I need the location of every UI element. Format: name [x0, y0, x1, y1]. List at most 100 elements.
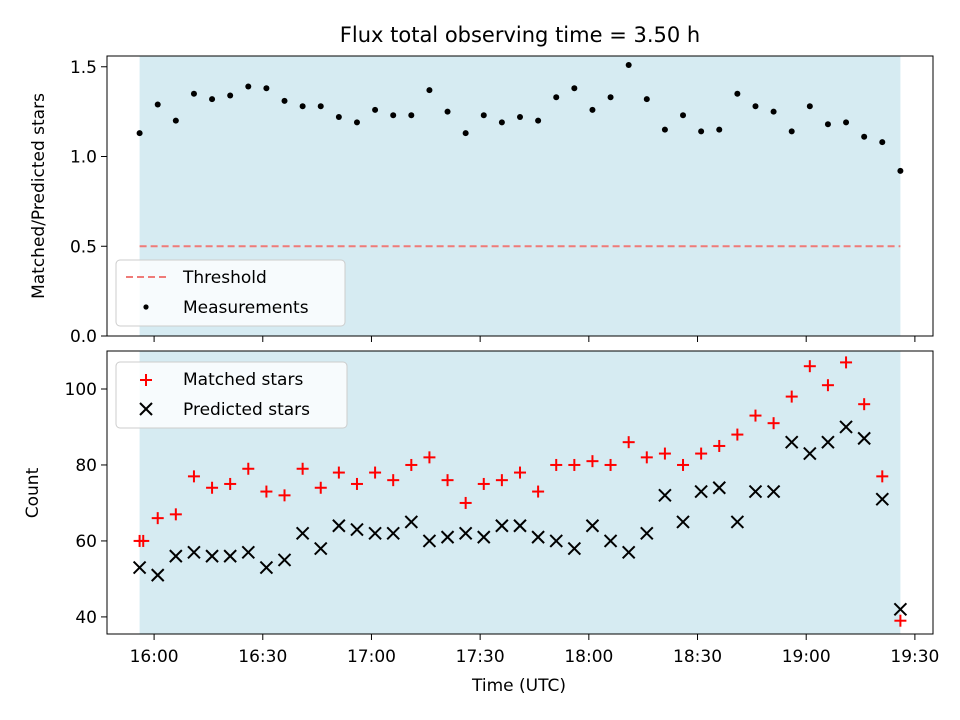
y-tick-label: 40	[75, 608, 97, 628]
predicted-star-point	[495, 519, 509, 533]
predicted-star-point	[893, 602, 908, 617]
matched-star-point	[296, 462, 309, 475]
measurement-point	[172, 117, 179, 124]
predicted-star-point	[386, 526, 400, 541]
measurement-point	[317, 103, 324, 110]
measurement-point	[806, 103, 813, 110]
legend-measurements-swatch	[143, 304, 149, 310]
predicted-star-point	[857, 431, 871, 446]
legend-matched-swatch	[140, 374, 152, 386]
measurement-point	[227, 92, 234, 99]
x-tick-label: 16:30	[238, 647, 287, 667]
predicted-star-point	[422, 534, 437, 548]
x-tick-label: 19:00	[782, 647, 831, 667]
measurement-point	[444, 108, 451, 115]
measurement-point	[770, 108, 777, 115]
measurement-point	[661, 126, 668, 133]
matched-star-point	[405, 458, 418, 471]
matched-star-point	[677, 458, 690, 471]
predicted-stars-points	[132, 420, 908, 617]
matched-star-point	[658, 447, 671, 460]
legend-predicted-label: Predicted stars	[183, 400, 310, 420]
measurement-point	[571, 85, 578, 92]
measurement-point	[245, 83, 252, 90]
measurement-point	[680, 112, 687, 119]
matched-star-point	[387, 474, 400, 487]
matched-star-point	[260, 485, 273, 498]
predicted-star-point	[549, 534, 563, 548]
measurement-point	[698, 128, 705, 135]
measurement-point	[136, 130, 143, 137]
measurement-point	[752, 103, 759, 110]
measurement-point	[879, 139, 886, 146]
measurement-point	[190, 90, 197, 97]
predicted-star-point	[785, 435, 799, 449]
predicted-star-point	[803, 446, 817, 461]
legend-measurements-label: Measurements	[183, 298, 309, 318]
matched-star-point	[894, 614, 907, 627]
measurement-point	[625, 61, 632, 68]
matched-star-point	[622, 436, 635, 449]
measurement-point	[299, 103, 306, 110]
predicted-star-point	[187, 545, 201, 560]
measurement-point	[535, 117, 542, 124]
predicted-star-point	[839, 420, 853, 434]
matched-star-point	[550, 458, 563, 471]
measurement-point	[897, 167, 904, 174]
matched-star-point	[785, 390, 798, 403]
matched-star-point	[423, 451, 436, 464]
measurement-point	[734, 90, 741, 97]
matched-star-point	[151, 512, 164, 525]
top-y-axis: 0.0 0.5 1.0 1.5	[70, 58, 107, 347]
matched-star-point	[749, 409, 762, 422]
matched-star-point	[532, 485, 545, 498]
matched-star-point	[731, 428, 744, 441]
predicted-star-point	[531, 530, 545, 544]
measurement-point	[209, 96, 216, 103]
legend-box	[115, 361, 348, 429]
measurement-point	[553, 94, 560, 101]
matched-star-point	[169, 508, 182, 521]
predicted-star-point	[477, 530, 491, 544]
top-y-axis-label: Matched/Predicted stars	[29, 93, 49, 299]
x-tick-label: 17:00	[347, 647, 396, 667]
matched-star-point	[640, 451, 653, 464]
predicted-star-point	[132, 560, 147, 575]
predicted-star-point	[585, 519, 600, 533]
matched-star-point	[858, 398, 871, 411]
predicted-star-point	[440, 530, 455, 544]
matched-star-point	[604, 458, 617, 471]
y-tick-label: 0.0	[70, 327, 97, 347]
matched-star-point	[187, 470, 200, 483]
measurement-point	[589, 106, 596, 113]
predicted-star-point	[513, 519, 527, 533]
predicted-star-point	[748, 484, 763, 499]
matched-star-point	[224, 477, 237, 490]
bottom-axes-frame	[106, 350, 934, 635]
legend-matched-label: Matched stars	[183, 370, 303, 390]
measurement-point	[390, 112, 397, 119]
predicted-star-point	[259, 560, 274, 575]
predicted-star-point	[350, 522, 364, 537]
legend-threshold-label: Threshold	[182, 268, 267, 288]
matched-star-point	[369, 466, 382, 479]
bottom-x-axis: 16:00 16:30 17:00 17:30 18:00 18:30 19:00 19:30	[130, 634, 939, 667]
predicted-star-point	[567, 541, 582, 556]
measurement-point	[824, 121, 831, 128]
matched-star-point	[477, 477, 490, 490]
measurement-point	[607, 94, 614, 101]
matched-star-point	[568, 458, 581, 471]
y-tick-label: 100	[65, 380, 97, 400]
chart-title: Flux total observing time = 3.50 h	[340, 23, 700, 47]
measurement-point	[843, 119, 850, 126]
matched-star-point	[242, 462, 255, 475]
matched-star-point	[803, 360, 816, 373]
x-tick-label: 16:00	[130, 647, 179, 667]
matched-star-point	[350, 477, 363, 490]
measurement-point	[372, 106, 379, 113]
measurement-point	[353, 119, 360, 126]
matched-star-point	[278, 489, 291, 502]
top-panel: 0.0 0.5 1.0 1.5 Flux total observing time =…	[29, 23, 934, 347]
measurement-point	[517, 114, 523, 121]
